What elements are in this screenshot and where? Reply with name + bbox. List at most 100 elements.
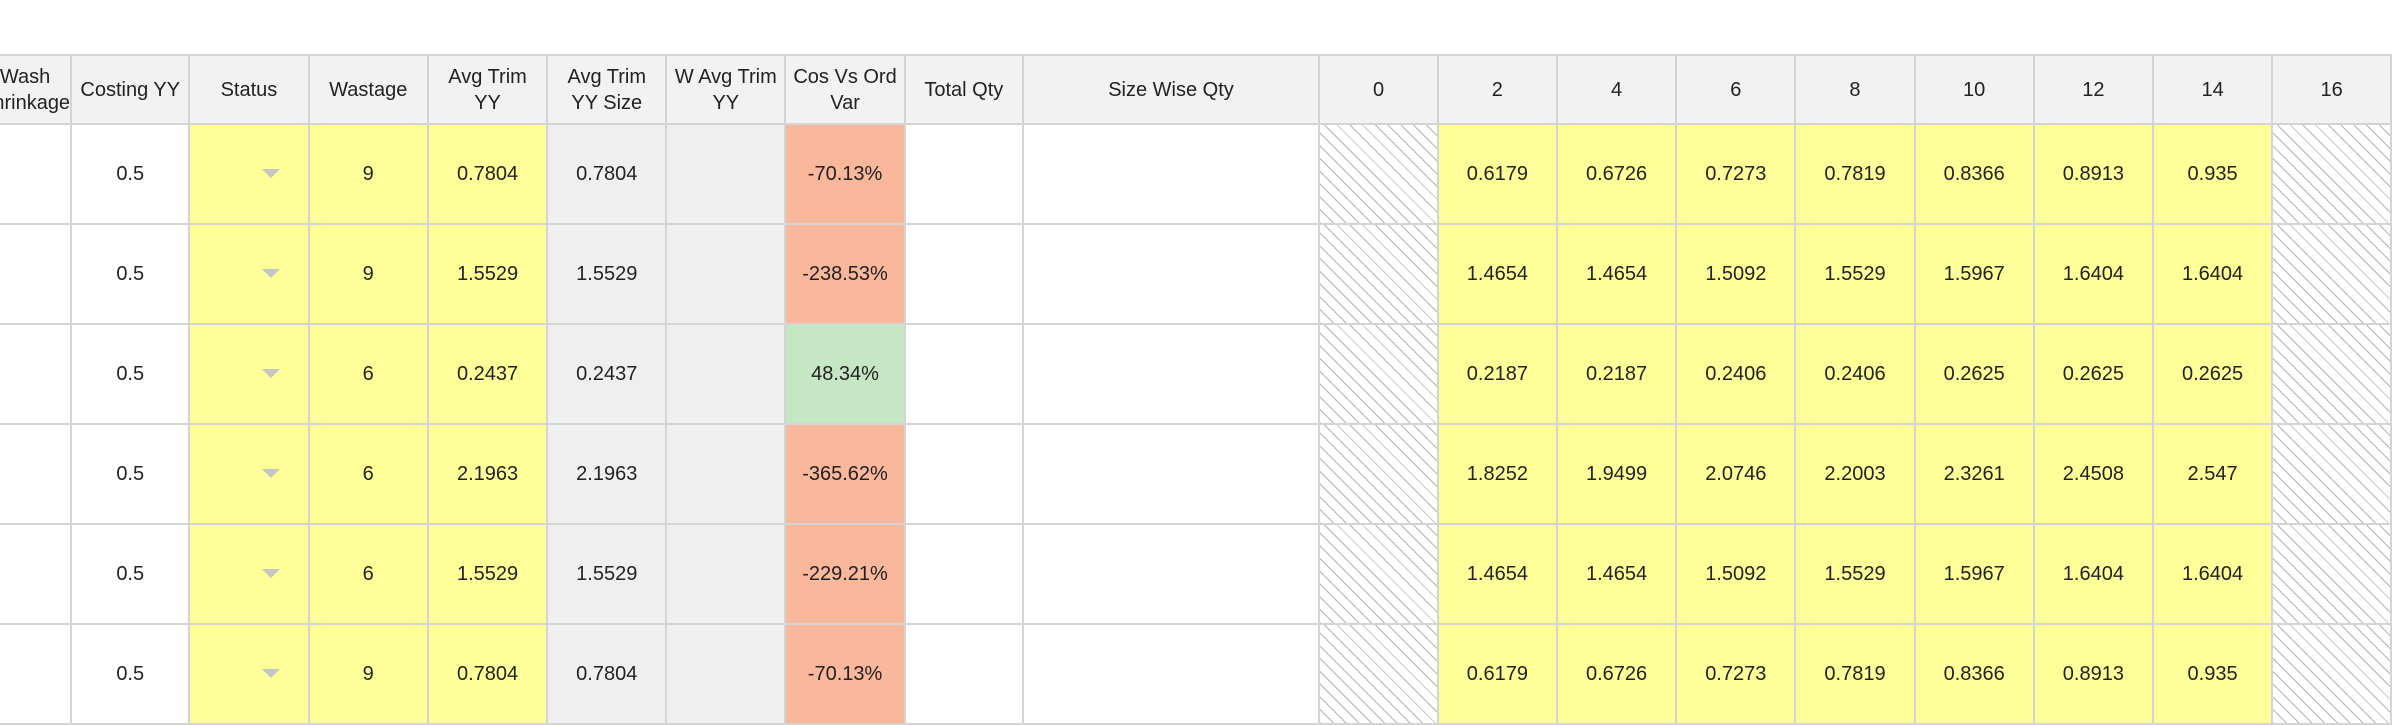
size-10-cell[interactable]: 0.2625 bbox=[1913, 323, 2035, 425]
size-10-cell[interactable]: 0.8366 bbox=[1913, 623, 2035, 725]
size-wise-qty-cell[interactable] bbox=[1021, 223, 1321, 325]
size-2-cell[interactable]: 1.4654 bbox=[1436, 523, 1558, 625]
column-header-s16[interactable]: 16 bbox=[2271, 54, 2392, 125]
total-qty-cell[interactable] bbox=[903, 323, 1024, 425]
size-2-cell[interactable]: 0.6179 bbox=[1436, 623, 1558, 725]
status-select[interactable] bbox=[188, 523, 310, 625]
size-10-cell[interactable]: 2.3261 bbox=[1913, 423, 2035, 525]
size-8-cell[interactable]: 0.2406 bbox=[1794, 323, 1916, 425]
wastage-cell[interactable]: 9 bbox=[307, 223, 429, 325]
wash-shrinkage-cell[interactable] bbox=[0, 223, 73, 325]
avg-trim-yy-cell[interactable]: 0.7804 bbox=[426, 623, 549, 725]
size-8-cell[interactable]: 1.5529 bbox=[1794, 523, 1916, 625]
size-14-cell[interactable]: 0.935 bbox=[2151, 623, 2274, 725]
size-2-cell[interactable]: 1.4654 bbox=[1436, 223, 1558, 325]
total-qty-cell[interactable] bbox=[903, 223, 1024, 325]
column-header-s4[interactable]: 4 bbox=[1555, 54, 1678, 125]
size-4-cell[interactable]: 0.2187 bbox=[1555, 323, 1678, 425]
size-6-cell[interactable]: 0.7273 bbox=[1675, 623, 1797, 725]
status-select[interactable] bbox=[188, 223, 310, 325]
size-2-cell[interactable]: 1.8252 bbox=[1436, 423, 1558, 525]
size-8-cell[interactable]: 1.5529 bbox=[1794, 223, 1916, 325]
column-header-s14[interactable]: 14 bbox=[2151, 54, 2274, 125]
column-header-avg-trim-yy[interactable]: Avg Trim YY bbox=[426, 54, 549, 125]
size-wise-qty-cell[interactable] bbox=[1021, 623, 1321, 725]
column-header-status[interactable]: Status bbox=[188, 54, 310, 125]
size-6-cell[interactable]: 2.0746 bbox=[1675, 423, 1797, 525]
size-wise-qty-cell[interactable] bbox=[1021, 423, 1321, 525]
wastage-cell[interactable]: 9 bbox=[307, 123, 429, 225]
size-8-cell[interactable]: 0.7819 bbox=[1794, 623, 1916, 725]
size-12-cell[interactable]: 0.2625 bbox=[2032, 323, 2154, 425]
chevron-down-icon[interactable] bbox=[261, 269, 280, 278]
size-14-cell[interactable]: 1.6404 bbox=[2151, 523, 2274, 625]
size-4-cell[interactable]: 1.4654 bbox=[1555, 523, 1678, 625]
total-qty-cell[interactable] bbox=[903, 623, 1024, 725]
wastage-cell[interactable]: 6 bbox=[307, 423, 429, 525]
wash-shrinkage-cell[interactable] bbox=[0, 323, 73, 425]
avg-trim-yy-cell[interactable]: 1.5529 bbox=[426, 523, 549, 625]
column-header-s2[interactable]: 2 bbox=[1436, 54, 1558, 125]
column-header-w-avg-trim-yy[interactable]: W Avg Trim YY bbox=[665, 54, 787, 125]
costing-yy-cell[interactable]: 0.5 bbox=[70, 523, 191, 625]
size-12-cell[interactable]: 1.6404 bbox=[2032, 223, 2154, 325]
size-2-cell[interactable]: 0.2187 bbox=[1436, 323, 1558, 425]
size-10-cell[interactable]: 1.5967 bbox=[1913, 523, 2035, 625]
total-qty-cell[interactable] bbox=[903, 423, 1024, 525]
size-4-cell[interactable]: 1.9499 bbox=[1555, 423, 1678, 525]
avg-trim-yy-cell[interactable]: 0.2437 bbox=[426, 323, 549, 425]
wash-shrinkage-cell[interactable] bbox=[0, 523, 73, 625]
size-12-cell[interactable]: 2.4508 bbox=[2032, 423, 2154, 525]
size-2-cell[interactable]: 0.6179 bbox=[1436, 123, 1558, 225]
column-header-s12[interactable]: 12 bbox=[2032, 54, 2154, 125]
chevron-down-icon[interactable] bbox=[261, 169, 280, 178]
column-header-s8[interactable]: 8 bbox=[1794, 54, 1916, 125]
status-select[interactable] bbox=[188, 323, 310, 425]
column-header-s6[interactable]: 6 bbox=[1675, 54, 1797, 125]
size-4-cell[interactable]: 1.4654 bbox=[1555, 223, 1678, 325]
chevron-down-icon[interactable] bbox=[261, 669, 280, 678]
column-header-cos-vs-ord-var[interactable]: Cos Vs Ord Var bbox=[784, 54, 906, 125]
status-select[interactable] bbox=[188, 423, 310, 525]
costing-yy-cell[interactable]: 0.5 bbox=[70, 123, 191, 225]
chevron-down-icon[interactable] bbox=[261, 369, 280, 378]
size-14-cell[interactable]: 2.547 bbox=[2151, 423, 2274, 525]
column-header-avg-trim-yy-size[interactable]: Avg Trim YY Size bbox=[546, 54, 668, 125]
costing-yy-cell[interactable]: 0.5 bbox=[70, 223, 191, 325]
wash-shrinkage-cell[interactable] bbox=[0, 623, 73, 725]
costing-yy-cell[interactable]: 0.5 bbox=[70, 423, 191, 525]
column-header-wastage[interactable]: Wastage bbox=[307, 54, 429, 125]
size-6-cell[interactable]: 1.5092 bbox=[1675, 523, 1797, 625]
total-qty-cell[interactable] bbox=[903, 523, 1024, 625]
avg-trim-yy-cell[interactable]: 1.5529 bbox=[426, 223, 549, 325]
size-wise-qty-cell[interactable] bbox=[1021, 523, 1321, 625]
wash-shrinkage-cell[interactable] bbox=[0, 423, 73, 525]
column-header-costing-yy[interactable]: Costing YY bbox=[70, 54, 191, 125]
status-select[interactable] bbox=[188, 623, 310, 725]
size-14-cell[interactable]: 1.6404 bbox=[2151, 223, 2274, 325]
size-10-cell[interactable]: 1.5967 bbox=[1913, 223, 2035, 325]
column-header-s0[interactable]: 0 bbox=[1318, 54, 1439, 125]
chevron-down-icon[interactable] bbox=[261, 569, 280, 578]
size-14-cell[interactable]: 0.2625 bbox=[2151, 323, 2274, 425]
size-8-cell[interactable]: 0.7819 bbox=[1794, 123, 1916, 225]
status-select[interactable] bbox=[188, 123, 310, 225]
avg-trim-yy-cell[interactable]: 0.7804 bbox=[426, 123, 549, 225]
avg-trim-yy-cell[interactable]: 2.1963 bbox=[426, 423, 549, 525]
total-qty-cell[interactable] bbox=[903, 123, 1024, 225]
costing-yy-cell[interactable]: 0.5 bbox=[70, 623, 191, 725]
size-12-cell[interactable]: 0.8913 bbox=[2032, 123, 2154, 225]
size-8-cell[interactable]: 2.2003 bbox=[1794, 423, 1916, 525]
size-4-cell[interactable]: 0.6726 bbox=[1555, 123, 1678, 225]
column-header-total-qty[interactable]: Total Qty bbox=[903, 54, 1024, 125]
size-wise-qty-cell[interactable] bbox=[1021, 123, 1321, 225]
size-4-cell[interactable]: 0.6726 bbox=[1555, 623, 1678, 725]
column-header-size-wise-qty[interactable]: Size Wise Qty bbox=[1021, 54, 1321, 125]
column-header-wash-shrinkage[interactable]: Wash Shrinkage bbox=[0, 54, 73, 125]
size-12-cell[interactable]: 0.8913 bbox=[2032, 623, 2154, 725]
size-6-cell[interactable]: 1.5092 bbox=[1675, 223, 1797, 325]
size-10-cell[interactable]: 0.8366 bbox=[1913, 123, 2035, 225]
costing-yy-cell[interactable]: 0.5 bbox=[70, 323, 191, 425]
size-6-cell[interactable]: 0.7273 bbox=[1675, 123, 1797, 225]
chevron-down-icon[interactable] bbox=[261, 469, 280, 478]
